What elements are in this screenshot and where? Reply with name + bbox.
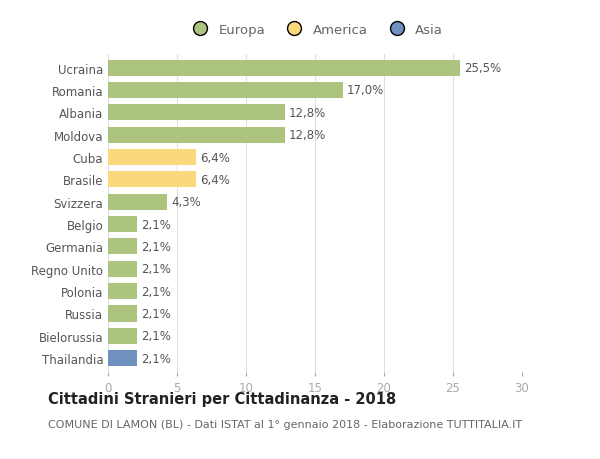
Text: 2,1%: 2,1%: [141, 241, 171, 253]
Text: 4,3%: 4,3%: [172, 196, 201, 209]
Text: 2,1%: 2,1%: [141, 263, 171, 276]
Text: COMUNE DI LAMON (BL) - Dati ISTAT al 1° gennaio 2018 - Elaborazione TUTTITALIA.I: COMUNE DI LAMON (BL) - Dati ISTAT al 1° …: [48, 419, 522, 429]
Bar: [108, 306, 137, 322]
Bar: [108, 328, 137, 344]
Text: Cittadini Stranieri per Cittadinanza - 2018: Cittadini Stranieri per Cittadinanza - 2…: [48, 391, 396, 406]
Text: 12,8%: 12,8%: [289, 129, 326, 142]
Bar: [108, 61, 460, 77]
Text: 2,1%: 2,1%: [141, 330, 171, 342]
Bar: [108, 105, 284, 121]
Bar: [108, 350, 137, 366]
Bar: [108, 261, 137, 277]
Legend: Europa, America, Asia: Europa, America, Asia: [187, 24, 443, 37]
Bar: [108, 172, 196, 188]
Bar: [108, 217, 137, 233]
Bar: [108, 83, 343, 99]
Text: 2,1%: 2,1%: [141, 308, 171, 320]
Text: 6,4%: 6,4%: [200, 151, 230, 164]
Text: 2,1%: 2,1%: [141, 218, 171, 231]
Text: 17,0%: 17,0%: [347, 84, 384, 97]
Text: 12,8%: 12,8%: [289, 106, 326, 119]
Bar: [108, 127, 284, 143]
Bar: [108, 239, 137, 255]
Bar: [108, 284, 137, 300]
Bar: [108, 194, 167, 210]
Text: 2,1%: 2,1%: [141, 285, 171, 298]
Bar: [108, 150, 196, 166]
Text: 2,1%: 2,1%: [141, 352, 171, 365]
Text: 6,4%: 6,4%: [200, 174, 230, 186]
Text: 25,5%: 25,5%: [464, 62, 501, 75]
